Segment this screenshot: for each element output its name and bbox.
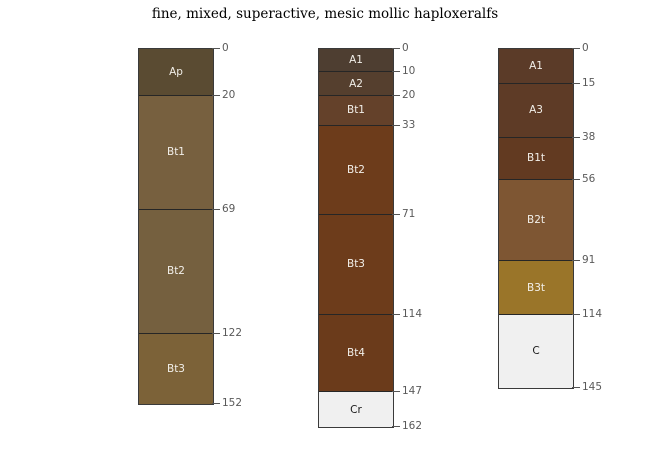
depth-tick-label: 114 [582, 308, 603, 321]
depth-tick-label: 0 [582, 42, 589, 54]
soil-horizon: Bt2 [139, 210, 213, 334]
horizon-label: Bt3 [346, 258, 365, 271]
depth-tick-label: 91 [582, 254, 596, 267]
depth-tick-label: 152 [222, 396, 243, 409]
soil-horizon: C [499, 315, 573, 388]
soil-horizon: A3 [499, 84, 573, 138]
depth-tick [212, 94, 220, 96]
depth-tick [572, 178, 580, 180]
depth-tick [572, 260, 580, 262]
profile-column: Ap Bt1 Bt2 Bt3 [138, 48, 214, 405]
depth-tick [572, 83, 580, 85]
horizon-label: A1 [529, 60, 543, 72]
horizon-label: B1t [526, 152, 545, 165]
chart-title: fine, mixed, superactive, mesic mollic h… [151, 6, 499, 22]
soil-horizon: A1 [319, 49, 393, 73]
depth-tick-label: 114 [402, 308, 423, 321]
depth-tick [572, 386, 580, 388]
depth-tick-label: 145 [582, 380, 603, 393]
horizon-label: Bt1 [346, 104, 365, 117]
horizon-label: Ap [169, 65, 183, 78]
depth-tick-label: 20 [222, 88, 236, 101]
depth-tick-label: 122 [222, 326, 243, 339]
soil-horizon: B2t [499, 179, 573, 262]
depth-tick-label: 10 [402, 65, 416, 78]
depth-tick [392, 94, 400, 96]
horizon-label: Bt4 [346, 347, 365, 360]
depth-tick-label: 15 [582, 77, 596, 90]
depth-tick-label: 0 [402, 42, 409, 54]
soil-horizon: A1 [499, 49, 573, 85]
depth-tick-label: 56 [582, 172, 596, 185]
horizon-label: A2 [349, 77, 363, 90]
depth-tick-label: 0 [222, 42, 229, 54]
profile-column: A1 A2 Bt1 Bt2 Bt3 Bt4 Cr [318, 48, 394, 429]
horizon-label: A3 [529, 104, 543, 117]
horizon-label: C [532, 345, 540, 358]
horizon-label: Bt3 [166, 362, 185, 375]
depth-tick [392, 391, 400, 393]
depth-tick-label: 33 [402, 119, 416, 132]
depth-tick-label: 38 [582, 130, 596, 143]
soil-horizon: Bt3 [139, 333, 213, 404]
soil-horizon: Bt3 [319, 214, 393, 316]
depth-tick [392, 314, 400, 316]
horizon-label: B3t [526, 281, 545, 294]
soil-horizon: A2 [319, 72, 393, 96]
horizon-label: A1 [349, 54, 363, 67]
horizon-label: Bt1 [166, 146, 185, 159]
soil-horizon: Bt1 [139, 95, 213, 211]
horizon-label: Bt2 [346, 163, 365, 176]
soil-horizon: B1t [499, 137, 573, 180]
depth-tick [572, 48, 580, 49]
soil-horizon: Bt2 [319, 126, 393, 215]
depth-tick [212, 209, 220, 211]
soil-horizon: Bt1 [319, 95, 393, 127]
depth-tick [392, 71, 400, 73]
depth-tick-label: 147 [402, 385, 423, 398]
depth-tick [212, 332, 220, 334]
soil-horizon: B3t [499, 261, 573, 316]
soil-horizon: Bt4 [319, 315, 393, 393]
depth-tick-label: 162 [402, 420, 423, 433]
depth-tick-label: 20 [402, 88, 416, 101]
horizon-label: Cr [350, 403, 362, 416]
depth-tick [392, 426, 400, 428]
depth-tick [392, 213, 400, 215]
soil-horizon: Cr [319, 392, 393, 428]
depth-tick [572, 136, 580, 138]
horizon-label: Bt2 [166, 265, 185, 278]
depth-tick-label: 71 [402, 207, 416, 220]
depth-tick [392, 125, 400, 127]
depth-tick-label: 69 [222, 203, 236, 216]
depth-tick [392, 48, 400, 49]
depth-tick [212, 402, 220, 404]
horizon-label: B2t [526, 214, 545, 227]
profile-column: A1 A3 B1t B2t B3t C [498, 48, 574, 389]
soil-horizon: Ap [139, 49, 213, 96]
depth-tick [572, 314, 580, 316]
depth-tick [212, 48, 220, 49]
